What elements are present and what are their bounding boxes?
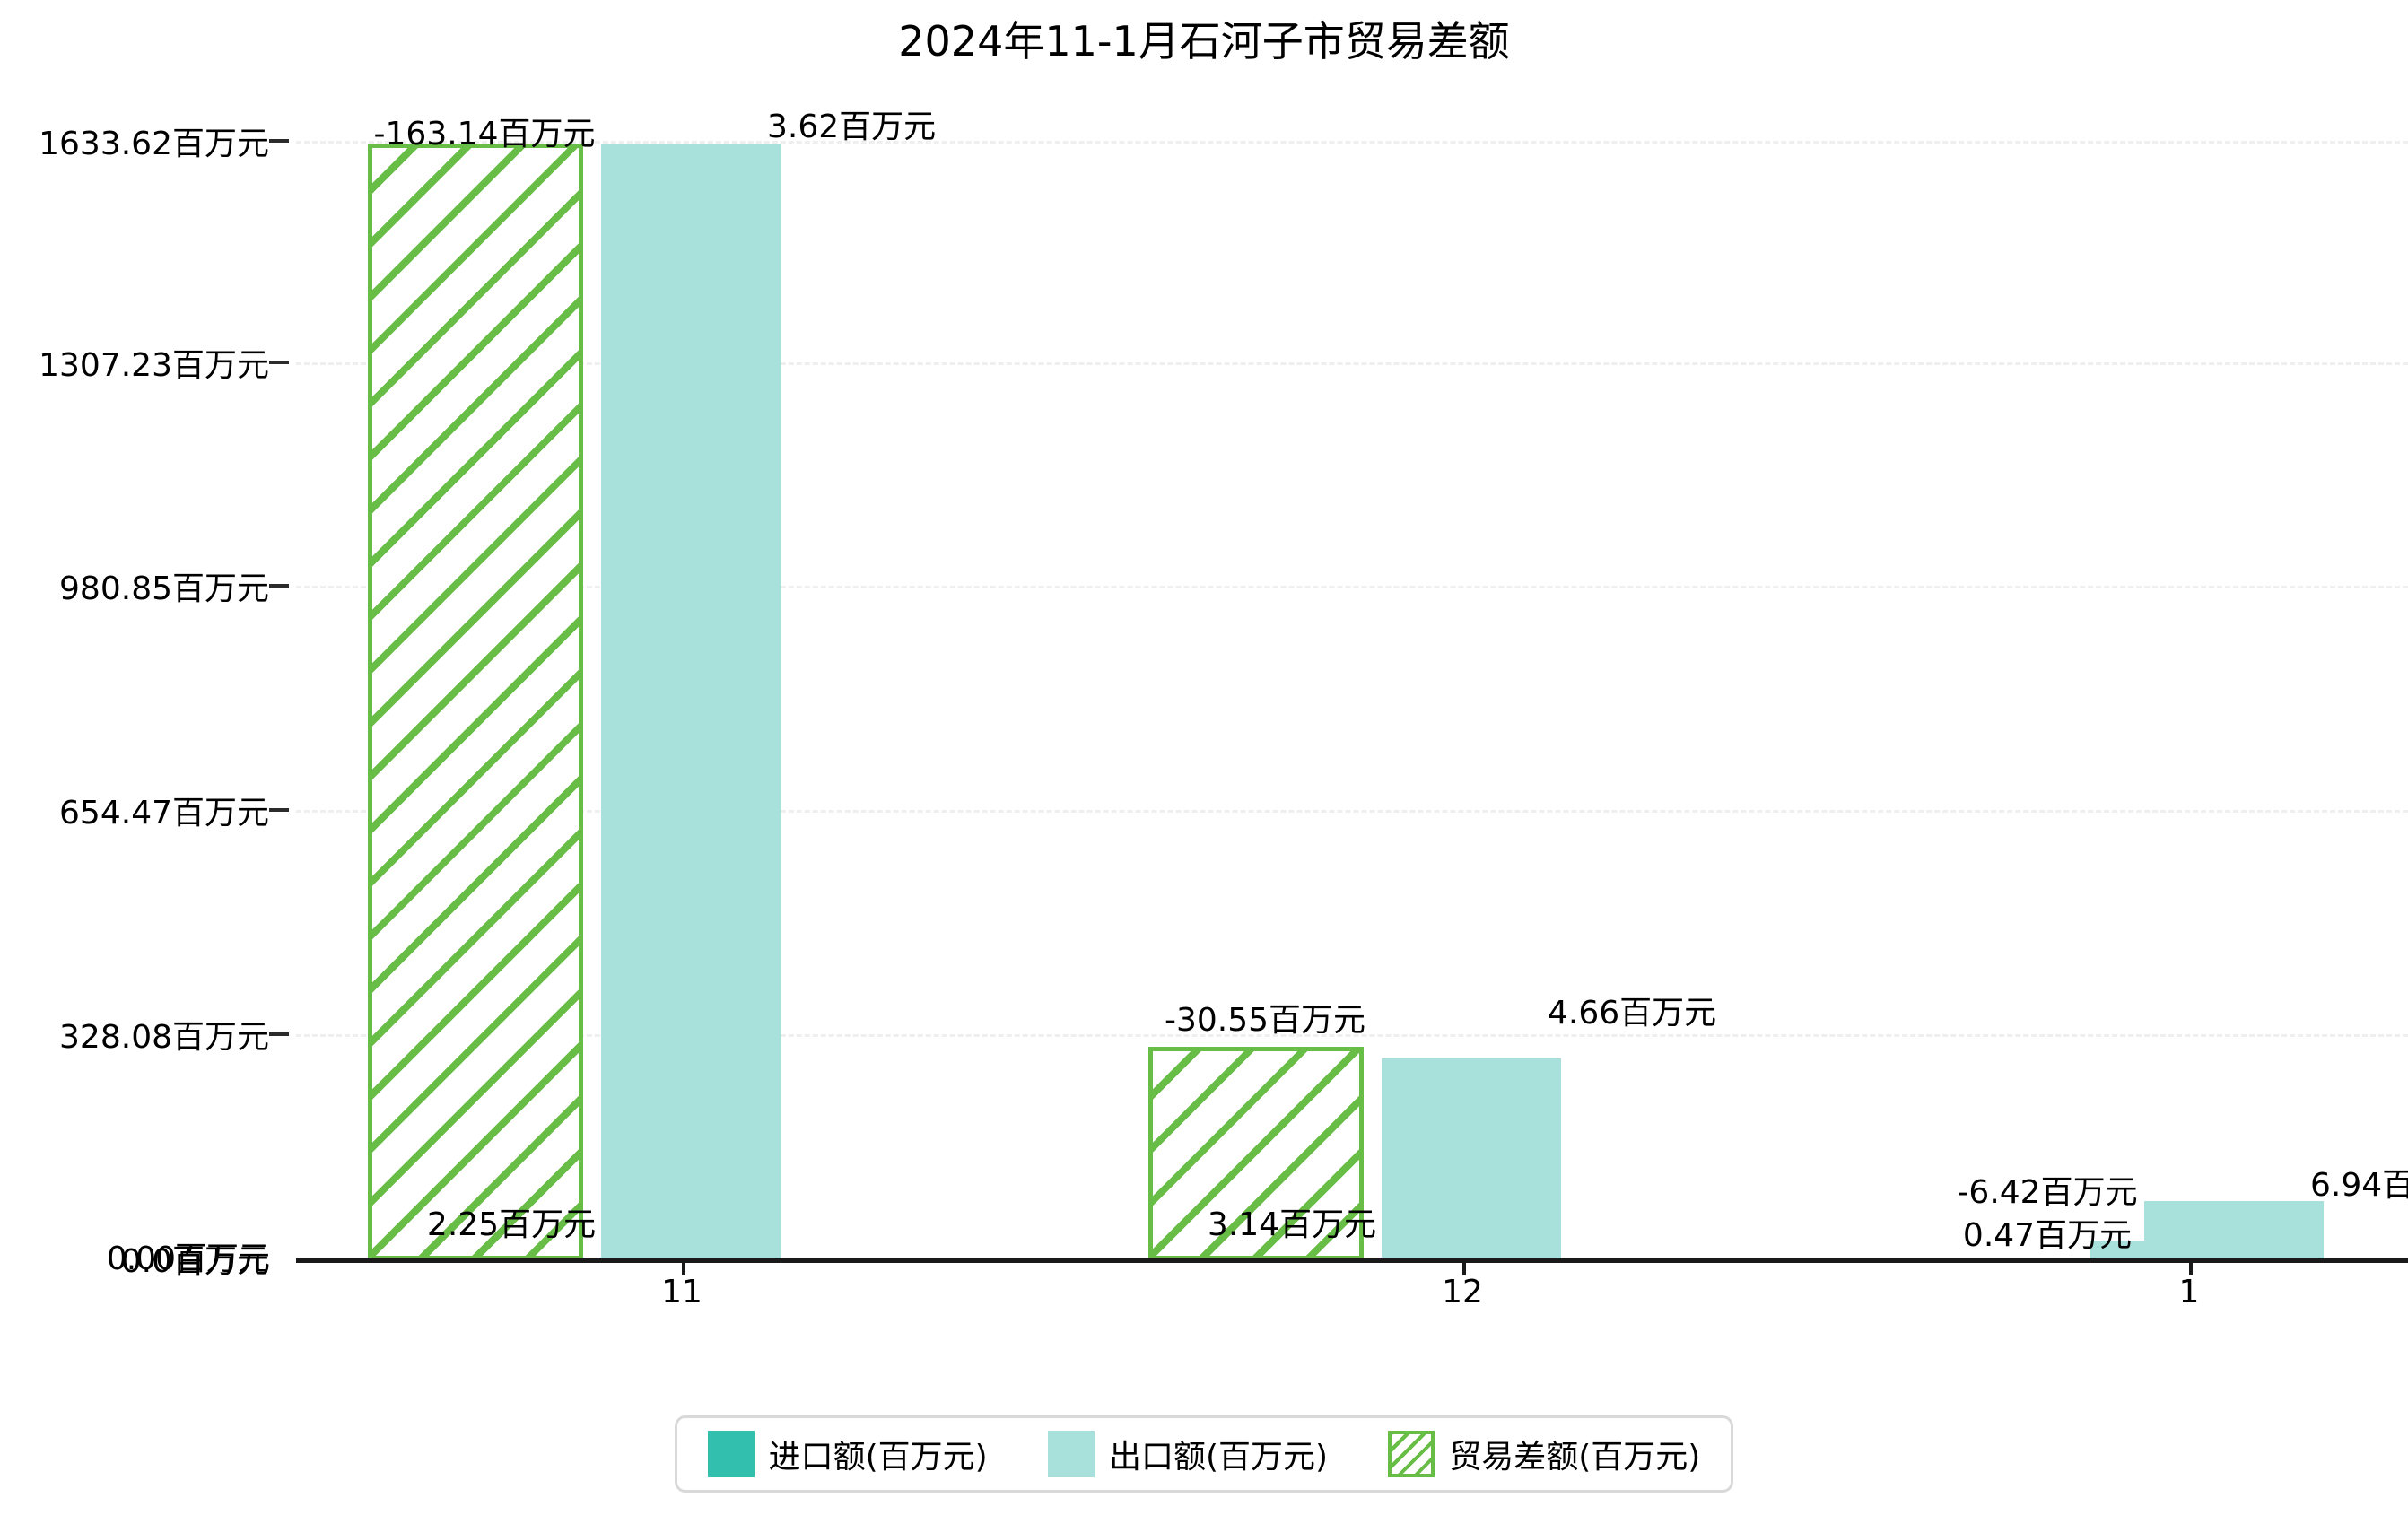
- x-axis-tick-mark: [682, 1258, 685, 1275]
- y-axis-tick-label: 654.47百万元: [59, 795, 269, 832]
- y-axis-tick-label: 1633.62百万元: [39, 126, 269, 162]
- plot-area: [296, 141, 2408, 1260]
- legend-item-balance[interactable]: 贸易差额(百万元): [1388, 1431, 1700, 1477]
- y-axis-tick-mark: [269, 361, 289, 364]
- bar-balance-12[interactable]: [1148, 1047, 1364, 1260]
- x-axis-tick-mark: [2189, 1258, 2193, 1275]
- legend-item-import[interactable]: 进口额(百万元): [707, 1431, 988, 1477]
- bar-export-11[interactable]: [601, 144, 781, 1260]
- gridline: [296, 141, 2408, 144]
- legend-label-balance: 贸易差额(百万元): [1449, 1439, 1701, 1476]
- legend-label-import: 进口额(百万元): [768, 1439, 988, 1476]
- y-axis-tick-mark: [269, 139, 289, 143]
- gridline: [296, 1034, 2408, 1037]
- y-axis-tick-mark: [269, 584, 289, 588]
- y-axis-tick-mark: [269, 1032, 289, 1036]
- export-swatch-icon: [1047, 1431, 1095, 1477]
- bar-balance-11[interactable]: [368, 144, 583, 1260]
- x-axis-tick-label-12: 12: [1442, 1274, 1483, 1310]
- import-swatch-icon: [707, 1431, 755, 1477]
- bar-import-1[interactable]: [2090, 1241, 2144, 1260]
- chart-legend: 进口额(百万元) 出口额(百万元) 贸易差额(百万元): [675, 1415, 1733, 1493]
- chart-title: 2024年11-1月石河子市贸易差额: [898, 17, 1510, 65]
- x-axis-tick-label-1: 1: [2178, 1274, 2200, 1310]
- legend-label-export: 出口额(百万元): [1108, 1439, 1329, 1476]
- y-axis-tick-label: 980.85百万元: [59, 570, 269, 607]
- gridline: [296, 810, 2408, 813]
- y-axis-tick-label: 1307.23百万元: [39, 347, 269, 384]
- x-axis-line: [296, 1258, 2408, 1263]
- y-axis-tick-label-overlap: 0.00百万元: [106, 1241, 270, 1277]
- legend-item-export[interactable]: 出口额(百万元): [1047, 1431, 1329, 1477]
- balance-swatch-icon: [1388, 1431, 1435, 1477]
- gridline: [296, 362, 2408, 365]
- y-axis-tick-mark: [269, 808, 289, 812]
- y-axis-tick-label: 0.0百万元: [120, 1243, 269, 1280]
- x-axis-tick-label-11: 11: [661, 1274, 702, 1310]
- y-axis-tick-label: 328.08百万元: [59, 1019, 269, 1056]
- bar-export-1[interactable]: [2144, 1201, 2324, 1260]
- bar-export-12[interactable]: [1382, 1058, 1561, 1260]
- x-axis-tick-mark: [1462, 1258, 1466, 1275]
- gridline: [296, 586, 2408, 588]
